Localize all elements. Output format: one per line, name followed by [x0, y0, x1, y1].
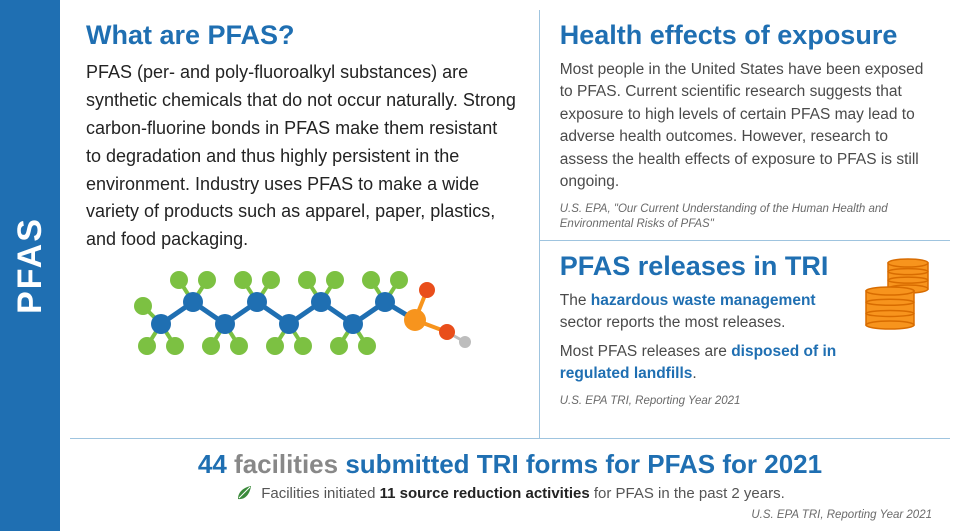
releases-line1-bold: hazardous waste management	[591, 292, 816, 309]
releases-citation: U.S. EPA TRI, Reporting Year 2021	[560, 394, 844, 409]
bottom-sub: Facilities initiated 11 source reduction…	[235, 484, 785, 502]
bottom-sub-text: Facilities initiated 11 source reduction…	[261, 485, 785, 502]
panel-health-effects: Health effects of exposure Most people i…	[540, 10, 950, 241]
molecule-diagram	[131, 262, 471, 362]
bottom-headline-rest: submitted TRI forms for PFAS for 2021	[345, 449, 822, 479]
content-area: What are PFAS? PFAS (per- and poly-fluor…	[60, 0, 960, 531]
health-body: Most people in the United States have be…	[560, 59, 932, 194]
bottom-sub-pre: Facilities initiated	[261, 485, 379, 502]
health-citation: U.S. EPA, "Our Current Understanding of …	[560, 202, 932, 232]
bottom-facilities-word: facilities	[234, 449, 338, 479]
panel-what-are-pfas: What are PFAS? PFAS (per- and poly-fluor…	[70, 10, 540, 438]
sidebar: PFAS	[0, 0, 60, 531]
top-row: What are PFAS? PFAS (per- and poly-fluor…	[70, 10, 950, 438]
panel-releases: PFAS releases in TRI The hazardous waste…	[540, 241, 950, 421]
health-title: Health effects of exposure	[560, 20, 932, 51]
bottom-panel: 44 facilities submitted TRI forms for PF…	[70, 438, 950, 525]
releases-text: PFAS releases in TRI The hazardous waste…	[560, 251, 844, 415]
right-column: Health effects of exposure Most people i…	[540, 10, 950, 438]
releases-line1: The hazardous waste management sector re…	[560, 290, 844, 335]
what-body: PFAS (per- and poly-fluoroalkyl substanc…	[86, 59, 517, 254]
releases-line2-pre: Most PFAS releases are	[560, 343, 731, 360]
releases-line1-post: sector reports the most releases.	[560, 314, 786, 331]
barrels-icon	[854, 255, 932, 333]
bottom-sub-bold: 11 source reduction activities	[380, 485, 590, 502]
bottom-count: 44	[198, 449, 227, 479]
releases-line1-pre: The	[560, 292, 591, 309]
leaf-icon	[235, 484, 253, 502]
bottom-sub-post: for PFAS in the past 2 years.	[590, 485, 785, 502]
releases-line2: Most PFAS releases are disposed of in re…	[560, 341, 844, 386]
infographic-root: PFAS What are PFAS? PFAS (per- and poly-…	[0, 0, 960, 531]
what-title: What are PFAS?	[86, 20, 517, 51]
releases-title: PFAS releases in TRI	[560, 251, 844, 282]
bottom-headline: 44 facilities submitted TRI forms for PF…	[88, 449, 932, 480]
sidebar-label: PFAS	[11, 217, 50, 314]
bottom-citation: U.S. EPA TRI, Reporting Year 2021	[88, 509, 932, 521]
releases-line2-post: .	[692, 365, 696, 382]
